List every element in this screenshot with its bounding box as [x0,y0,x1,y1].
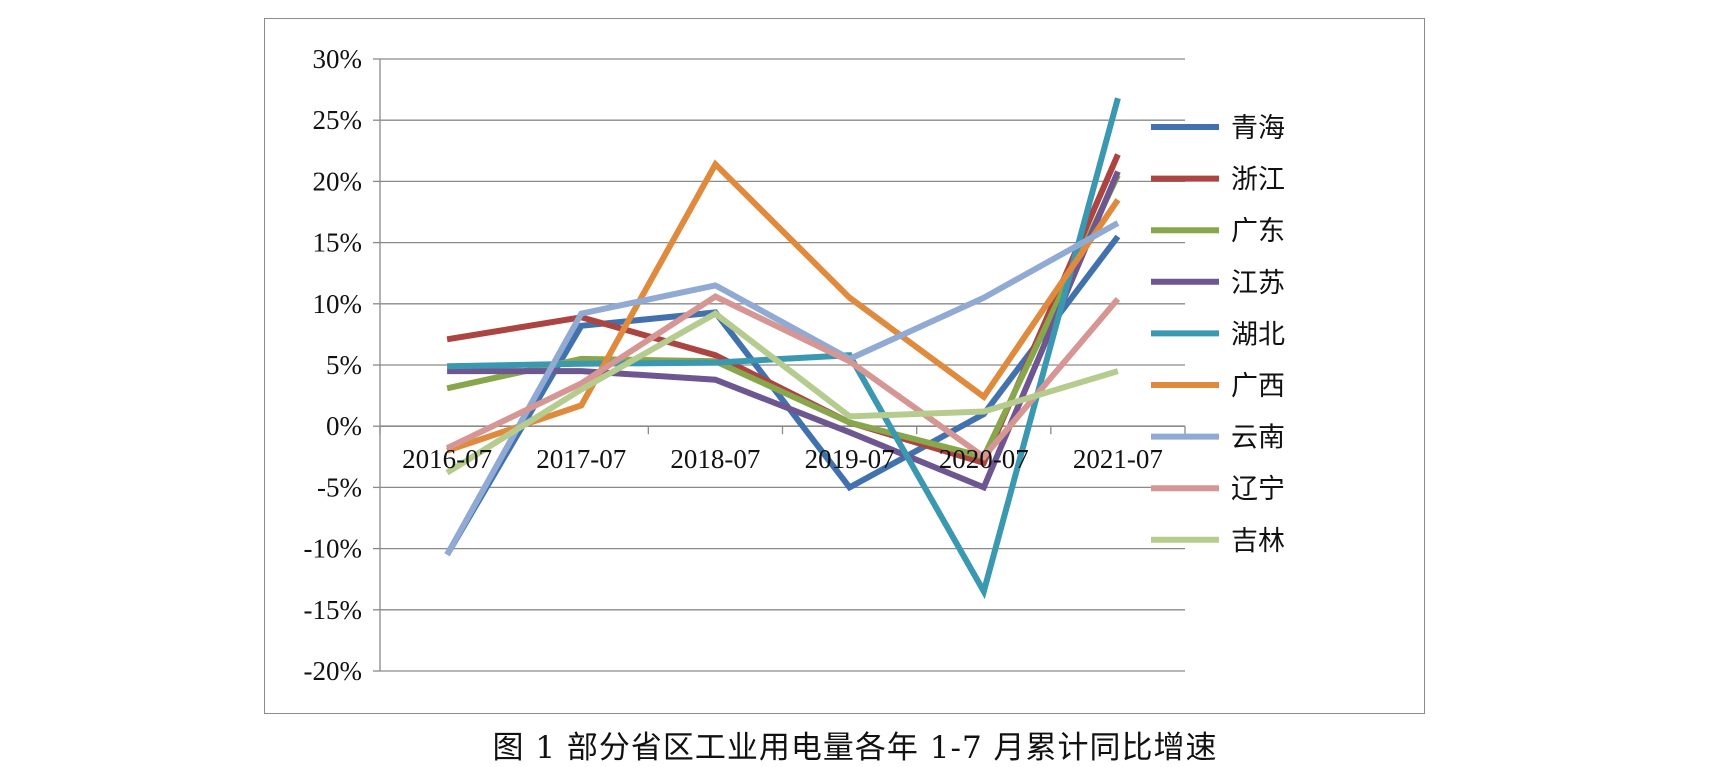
legend-label: 青海 [1231,113,1285,144]
series-line-辽宁 [445,293,1121,461]
series-line-青海 [444,234,1121,557]
y-tick-label: 15% [313,228,363,258]
x-tick-label: 2018-07 [670,444,760,474]
y-tick-label: 0% [326,411,362,441]
y-tick-label: 30% [313,44,363,74]
x-tick-label: 2021-07 [1073,444,1163,474]
figure-caption: 图 1 部分省区工业用电量各年 1-7 月累计同比增速 [492,730,1218,766]
y-tick-label: -15% [304,595,362,625]
legend-label: 湖北 [1231,319,1285,350]
series-line-吉林 [445,310,1119,476]
y-tick-label: -10% [304,534,362,564]
series-line-广西 [446,159,1121,454]
y-tick-label: 10% [313,289,363,319]
x-tick-label: 2020-07 [939,444,1029,474]
y-tick-label: -5% [317,472,362,502]
legend-label: 浙江 [1231,165,1285,196]
series-line-湖北 [447,97,1121,600]
line-chart: 30% 25% 20% 15% 10% 5% 0% -5% -10% -15% -20% 2016-… [304,44,1285,686]
x-tick-label: 2016-07 [402,444,492,474]
legend-label: 云南 [1231,423,1285,454]
legend-label: 江苏 [1231,268,1285,299]
chart-frame: 30% 25% 20% 15% 10% 5% 0% -5% -10% -15% -20% 2016-… [264,18,1425,714]
y-tick-label: 5% [326,350,362,380]
legend-label: 吉林 [1231,526,1285,557]
y-tick-label: 25% [313,105,363,135]
legend-label: 广东 [1231,216,1285,247]
x-tick-label: 2019-07 [805,444,895,474]
y-tick-label: 20% [313,166,363,196]
x-tick-label: 2017-07 [536,444,626,474]
series-line-云南 [444,220,1120,557]
y-tick-label: -20% [304,656,362,686]
legend-label: 广西 [1231,371,1285,402]
legend-label: 辽宁 [1231,474,1285,505]
